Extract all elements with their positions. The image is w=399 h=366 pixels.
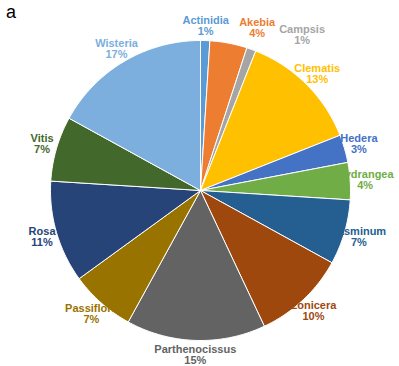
svg-text:Rosa11%: Rosa11%: [29, 225, 57, 248]
svg-text:Parthenocissus15%: Parthenocissus15%: [154, 343, 236, 366]
svg-text:Akebia4%: Akebia4%: [239, 16, 276, 39]
svg-text:Hydrangea4%: Hydrangea4%: [337, 168, 395, 191]
svg-text:Wisteria17%: Wisteria17%: [95, 36, 139, 59]
svg-text:Actinidia1%: Actinidia1%: [182, 14, 229, 37]
svg-text:Hedera3%: Hedera3%: [340, 132, 378, 155]
svg-text:Campsis1%: Campsis1%: [279, 23, 325, 46]
svg-text:Passiflora7%: Passiflora7%: [65, 302, 118, 325]
svg-text:Vitis7%: Vitis7%: [31, 132, 54, 155]
svg-text:Clematis13%: Clematis13%: [294, 62, 340, 85]
svg-text:Lonicera10%: Lonicera10%: [291, 299, 338, 322]
html-text:a: a: [6, 2, 16, 22]
svg-text:Jasminum7%: Jasminum7%: [332, 225, 387, 248]
